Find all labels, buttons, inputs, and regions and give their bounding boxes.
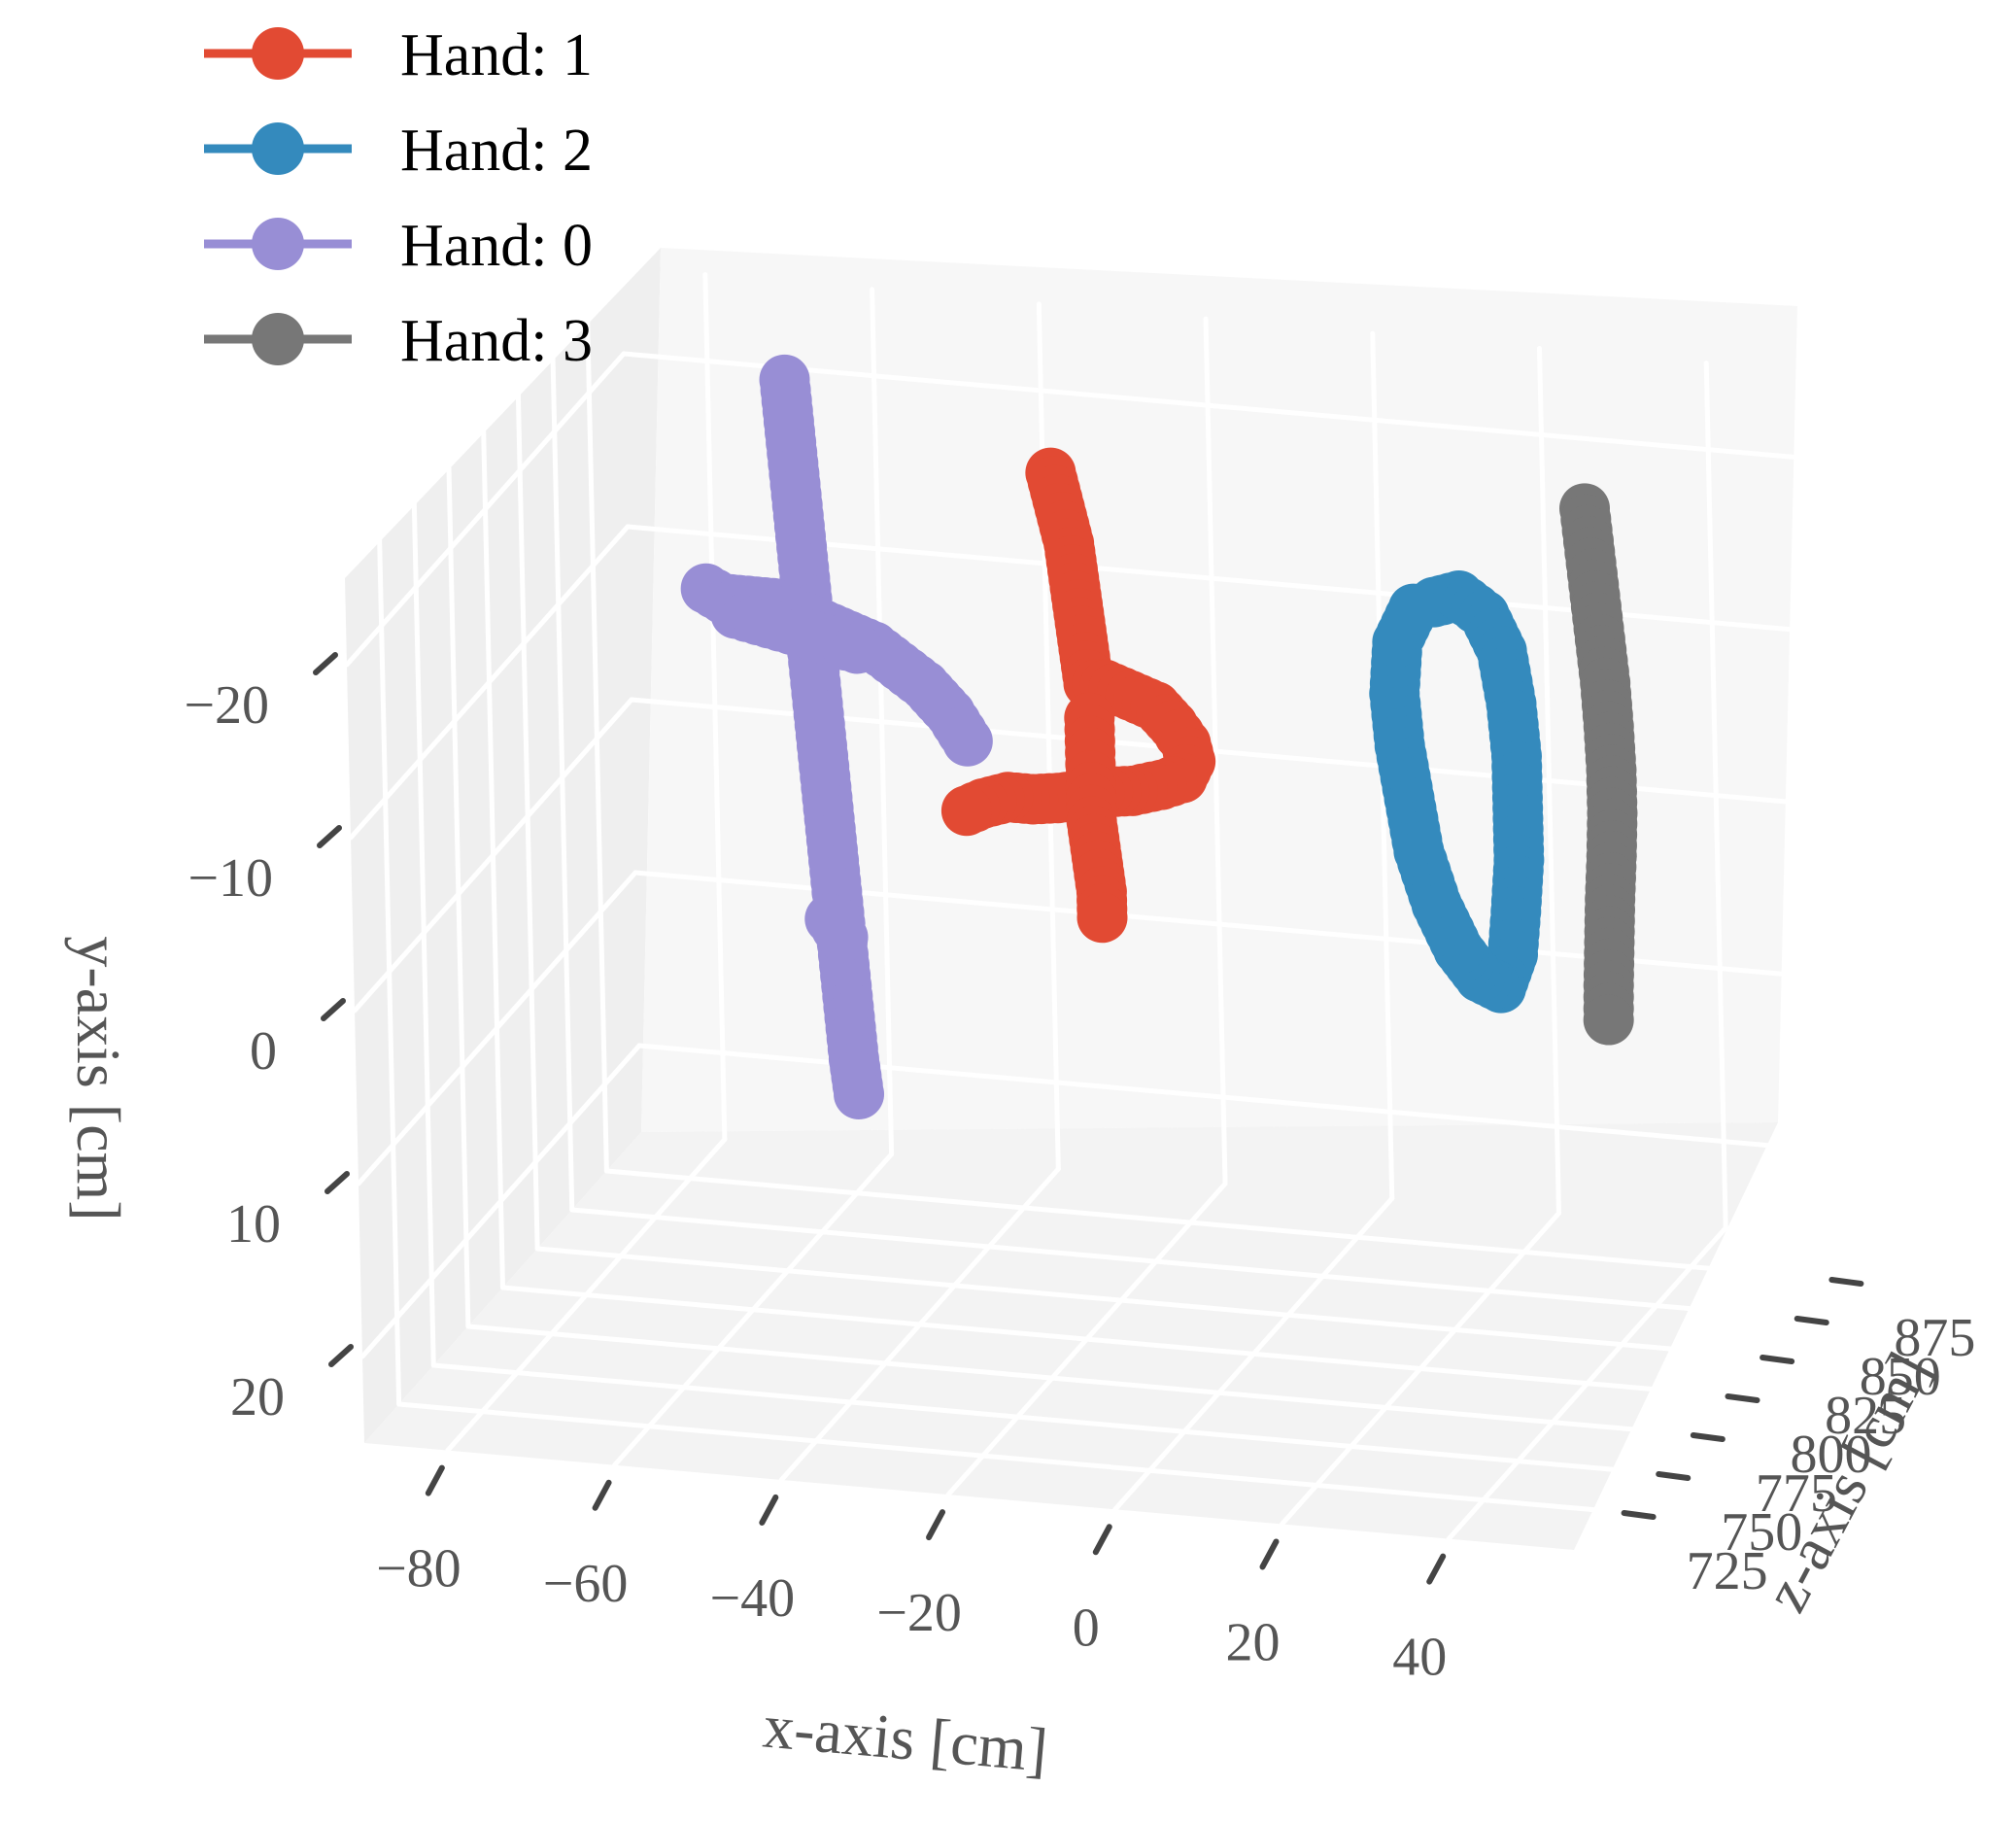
x-tick-mark: [1092, 1524, 1112, 1556]
x-tick-label: 40: [1392, 1628, 1447, 1688]
y-tick-mark: [328, 1344, 354, 1367]
y-tick-mark: [313, 652, 338, 675]
x-tick-mark: [759, 1494, 779, 1526]
x-tick-mark: [926, 1509, 946, 1541]
x-tick-mark: [592, 1479, 612, 1511]
grid-line-z-floor: [500, 1285, 1715, 1397]
z-tick-label: 850: [1860, 1347, 1941, 1407]
legend-item: Hand: 3: [204, 308, 593, 374]
series-1: [940, 447, 1216, 944]
data-point: [1583, 994, 1634, 1046]
z-tick-label: 725: [1687, 1541, 1768, 1601]
legend: Hand: 1 Hand: 2 Hand: 0 Hand: 3: [204, 22, 593, 374]
y-axis-label: y-axis [cm]: [64, 936, 133, 1220]
legend-label: Hand: 0: [400, 213, 593, 279]
z-tick-mark: [1760, 1355, 1795, 1364]
z-tick-mark: [1725, 1393, 1760, 1403]
y-tick-mark: [321, 998, 346, 1021]
legend-marker: [252, 218, 304, 270]
grid-lines: [344, 272, 1852, 1542]
legend-marker: [252, 313, 304, 365]
x-tick-mark: [425, 1464, 445, 1496]
x-tick-label: −80: [376, 1539, 461, 1599]
y-tick-mark: [325, 1171, 350, 1194]
grid-line-y-back: [621, 351, 1836, 464]
y-tick-label: −20: [184, 675, 269, 736]
grid-line-z-floor: [396, 1401, 1612, 1514]
grid-line-z-floor: [465, 1324, 1681, 1436]
legend-item: Hand: 1: [204, 22, 593, 88]
series-4: [1559, 483, 1638, 1046]
z-tick-label: 825: [1825, 1386, 1906, 1446]
legend-marker: [252, 122, 304, 175]
y-tick-label: 10: [226, 1194, 281, 1255]
tick-labels: −80 −60 −40 −20 0 20 40 −20 −10 0 10 20 725750775800…: [184, 675, 1975, 1688]
x-tick-label: 0: [1073, 1598, 1100, 1658]
z-tick-mark: [1828, 1277, 1864, 1287]
y-tick-label: 0: [250, 1021, 277, 1082]
data-point: [1387, 583, 1439, 635]
z-tick-label: 775: [1756, 1463, 1837, 1524]
legend-item: Hand: 0: [204, 213, 593, 279]
z-tick-mark: [1794, 1316, 1829, 1325]
y-tick-label: 20: [230, 1367, 285, 1427]
z-tick-label: 875: [1894, 1308, 1975, 1368]
legend-label: Hand: 2: [400, 118, 593, 184]
grid-line-z-left: [446, 459, 471, 1329]
z-tick-mark: [1656, 1471, 1691, 1481]
grid-line-z-left: [377, 536, 402, 1407]
legend-label: Hand: 1: [400, 22, 593, 88]
tick-marks: [313, 652, 1864, 1585]
series-2: [1369, 570, 1545, 1014]
z-tick-label: 750: [1721, 1502, 1802, 1563]
data-point: [1076, 892, 1128, 944]
x-tick-label: −60: [543, 1554, 629, 1614]
grid-line-z-left: [584, 303, 609, 1174]
x-tick-label: −20: [876, 1583, 962, 1643]
grid-line-z-floor: [603, 1168, 1819, 1281]
data-point: [804, 893, 856, 945]
data-points: [680, 354, 1638, 1119]
x-tick-label: 20: [1225, 1612, 1280, 1672]
legend-marker: [252, 27, 304, 80]
legend-item: Hand: 2: [204, 118, 593, 184]
x-tick-mark: [1426, 1553, 1447, 1585]
data-point: [941, 715, 993, 767]
z-tick-mark: [1690, 1432, 1726, 1442]
x-axis-label: x-axis [cm]: [761, 1691, 1050, 1784]
y-tick-label: −10: [188, 848, 273, 909]
x-tick-mark: [1259, 1538, 1280, 1570]
y-tick-mark: [317, 825, 342, 848]
z-tick-mark: [1621, 1510, 1657, 1520]
grid-line-z-floor: [569, 1207, 1785, 1320]
grid-line-z-left: [515, 381, 540, 1252]
grid-line-z-floor: [534, 1246, 1750, 1358]
grid-line-z-left: [550, 342, 575, 1213]
grid-line-z-floor: [430, 1362, 1646, 1475]
series-3: [680, 354, 993, 1119]
x-tick-label: −40: [710, 1568, 796, 1629]
grid-line-z-left: [411, 498, 436, 1368]
legend-label: Hand: 3: [400, 308, 593, 374]
data-point: [834, 1068, 885, 1119]
data-point: [940, 785, 992, 837]
data-point: [832, 623, 883, 674]
grid-line-z-left: [481, 420, 505, 1290]
z-tick-label: 800: [1791, 1425, 1872, 1485]
grid-line-y-back: [625, 524, 1840, 636]
